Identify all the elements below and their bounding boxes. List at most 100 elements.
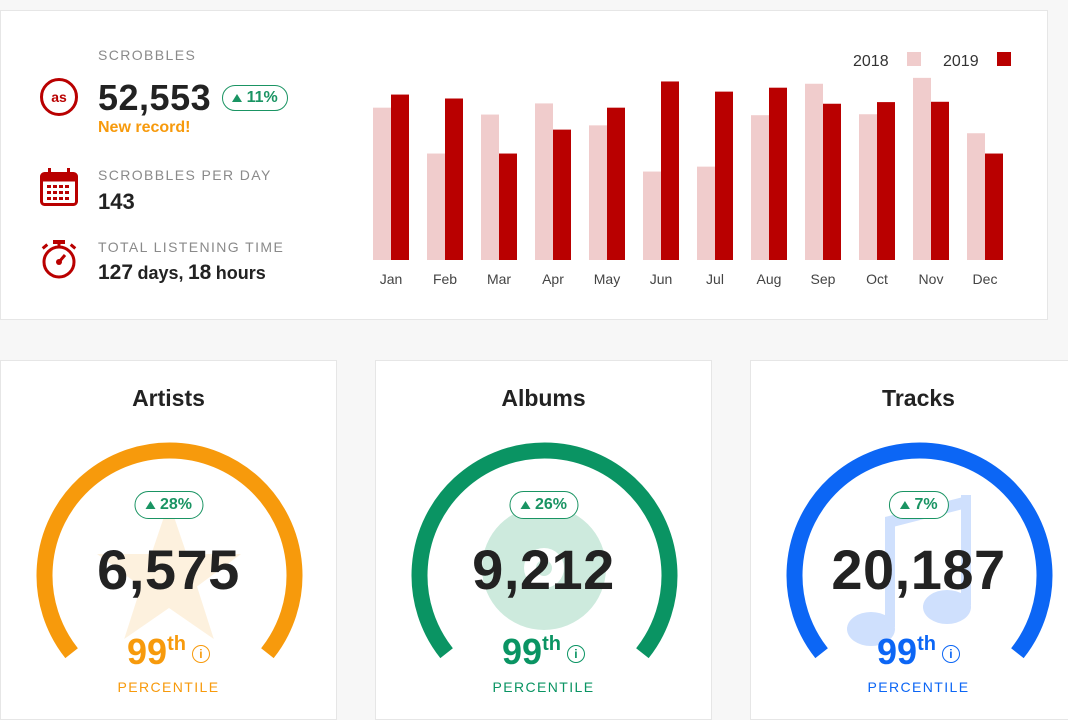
card-title: Albums bbox=[501, 385, 586, 411]
info-icon[interactable]: i bbox=[941, 645, 960, 663]
bar-2019-may[interactable] bbox=[607, 107, 625, 260]
bar-2019-feb[interactable] bbox=[445, 98, 463, 261]
percentile-label: PERCENTILE bbox=[117, 679, 220, 695]
artists-percentile: 99th i bbox=[1, 631, 336, 673]
tracks-percentile: 99th i bbox=[751, 631, 1068, 673]
listening-hours-unit: hours bbox=[215, 263, 266, 283]
listening-label: TOTAL LISTENING TIME bbox=[98, 239, 285, 255]
artists-gauge bbox=[36, 442, 303, 659]
bar-2019-aug[interactable] bbox=[769, 87, 787, 260]
scrobbles-label: SCROBBLES bbox=[98, 47, 197, 63]
albums-change: 26% bbox=[534, 496, 568, 513]
music-note-icon bbox=[847, 495, 971, 646]
tracks-card[interactable]: Tracks 7% 20,187 99th i PERCENTILE bbox=[750, 360, 1068, 720]
info-icon[interactable]: i bbox=[191, 645, 210, 663]
bar-2019-jun[interactable] bbox=[661, 81, 679, 260]
svg-text:as: as bbox=[51, 89, 67, 105]
percentile-number: 99 bbox=[127, 631, 168, 672]
chart-bars bbox=[373, 77, 1003, 261]
scrobbles-value: 52,553 bbox=[98, 77, 212, 118]
bar-2019-mar[interactable] bbox=[499, 153, 517, 260]
chart-legend: 2018 2019 bbox=[853, 52, 1011, 70]
x-tick-label: Jul bbox=[706, 271, 724, 287]
tracks-change-badge: 7% bbox=[888, 491, 949, 519]
artists-card[interactable]: Artists 28% 6,575 99th i PERCENTILE bbox=[0, 360, 337, 720]
tracks-gauge bbox=[786, 442, 1053, 659]
bar-2018-jul[interactable] bbox=[697, 166, 715, 260]
percentile-suffix: th bbox=[542, 633, 561, 655]
bar-2019-nov[interactable] bbox=[931, 101, 949, 260]
bar-2018-nov[interactable] bbox=[913, 77, 931, 261]
percentile-suffix: th bbox=[917, 633, 936, 655]
scrobbles-value-row: 52,553 11% bbox=[98, 77, 288, 119]
up-arrow-icon bbox=[519, 501, 530, 509]
bar-2018-apr[interactable] bbox=[535, 103, 553, 261]
x-tick-label: Aug bbox=[757, 271, 782, 287]
summary-card: as SCROBBLES 52,553 11% New record! SCRO… bbox=[0, 10, 1048, 320]
disc-icon bbox=[482, 506, 606, 630]
listening-days-number: 127 bbox=[98, 261, 134, 284]
legend-label: 2018 bbox=[853, 53, 889, 70]
new-record-text: New record! bbox=[98, 119, 191, 136]
chart-x-labels: Jan Feb Mar Apr May Jun Jul Aug Sep Oct Nov Dec bbox=[380, 271, 998, 287]
tracks-count: 20,187 bbox=[831, 538, 1006, 601]
bar-2019-jan[interactable] bbox=[391, 94, 409, 260]
monthly-scrobbles-chart: Jan Feb Mar Apr May Jun Jul Aug Sep Oct Nov Dec 201… bbox=[373, 52, 1011, 287]
scrobbles-change: 11% bbox=[246, 89, 278, 106]
albums-change-badge: 26% bbox=[508, 491, 579, 519]
up-arrow-icon bbox=[899, 501, 910, 509]
percentile-suffix: th bbox=[167, 633, 186, 655]
x-tick-label: Oct bbox=[866, 271, 888, 287]
stopwatch-icon bbox=[41, 240, 77, 279]
bar-2018-jun[interactable] bbox=[643, 171, 661, 260]
star-icon bbox=[97, 502, 241, 639]
x-tick-label: Jan bbox=[380, 271, 403, 287]
up-arrow-icon bbox=[144, 501, 155, 509]
bar-2018-jan[interactable] bbox=[373, 107, 391, 260]
artists-change-badge: 28% bbox=[133, 491, 204, 519]
up-arrow-icon bbox=[231, 94, 242, 102]
bar-2019-apr[interactable] bbox=[553, 129, 571, 260]
albums-card[interactable]: Albums 26% 9,212 99th i PERCENTILE bbox=[375, 360, 712, 720]
listening-days-unit: days, bbox=[137, 263, 184, 283]
bar-2019-sep[interactable] bbox=[823, 103, 841, 260]
bar-2018-sep[interactable] bbox=[805, 83, 823, 260]
x-tick-label: Jun bbox=[650, 271, 673, 287]
tracks-change: 7% bbox=[914, 496, 938, 513]
bar-2019-dec[interactable] bbox=[985, 153, 1003, 260]
scrobbles-change-badge: 11% bbox=[221, 85, 288, 111]
x-tick-label: May bbox=[594, 271, 620, 287]
card-title: Tracks bbox=[882, 385, 955, 411]
bar-2019-oct[interactable] bbox=[877, 102, 895, 260]
x-tick-label: Nov bbox=[919, 271, 944, 287]
percentile-number: 99 bbox=[877, 631, 918, 672]
albums-percentile: 99th i bbox=[376, 631, 711, 673]
x-tick-label: Feb bbox=[433, 271, 457, 287]
lastfm-icon: as bbox=[40, 78, 78, 116]
bar-2018-oct[interactable] bbox=[859, 114, 877, 260]
legend-swatch bbox=[997, 52, 1011, 66]
artists-count: 6,575 bbox=[97, 538, 240, 601]
percentile-number: 99 bbox=[502, 631, 543, 672]
percentile-label: PERCENTILE bbox=[867, 679, 970, 695]
card-title: Artists bbox=[132, 385, 205, 411]
info-icon[interactable]: i bbox=[566, 645, 585, 663]
bar-2018-aug[interactable] bbox=[751, 115, 769, 260]
bar-2018-may[interactable] bbox=[589, 125, 607, 261]
per-day-label: SCROBBLES PER DAY bbox=[98, 167, 272, 183]
legend-swatch bbox=[907, 52, 921, 66]
x-tick-label: Mar bbox=[487, 271, 511, 287]
bar-2018-mar[interactable] bbox=[481, 114, 499, 260]
artists-change: 28% bbox=[159, 496, 193, 513]
per-day-value: 143 bbox=[98, 189, 135, 214]
calendar-icon bbox=[40, 168, 78, 206]
bar-2019-jul[interactable] bbox=[715, 91, 733, 260]
listening-value: 127 days, 18 hours bbox=[98, 261, 266, 285]
legend-label: 2019 bbox=[943, 53, 979, 70]
x-tick-label: Apr bbox=[542, 271, 564, 287]
albums-gauge bbox=[411, 442, 678, 659]
bar-2018-feb[interactable] bbox=[427, 153, 445, 260]
bar-2018-dec[interactable] bbox=[967, 133, 985, 260]
percentile-label: PERCENTILE bbox=[492, 679, 595, 695]
albums-count: 9,212 bbox=[472, 538, 615, 601]
